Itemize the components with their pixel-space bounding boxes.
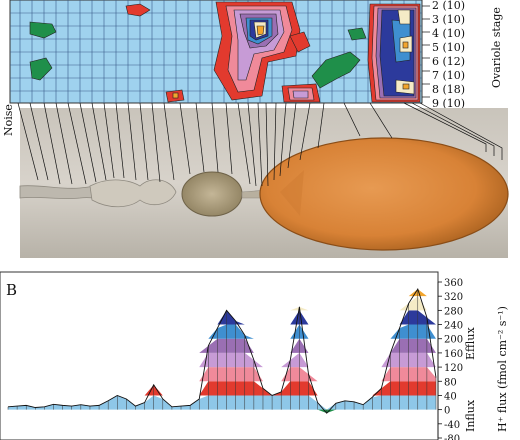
- y-tick-label: 280: [444, 306, 463, 317]
- panel-b: B -80 -40 0 40 80 120 160 200 240 280 320 360 Efflu…: [0, 271, 509, 440]
- y-tick-label: 40: [444, 391, 457, 402]
- flux-band-40: [8, 381, 436, 396]
- contour-green-top: [347, 27, 367, 41]
- y-tick-label: -80: [444, 434, 460, 440]
- noise-label: Noise: [2, 104, 15, 136]
- y-tick-label: 360: [444, 278, 463, 289]
- panel-b-label: B: [6, 281, 17, 299]
- flux-chart: [7, 288, 437, 414]
- flux-band-160: [8, 338, 436, 353]
- early-follicles: [89, 179, 177, 208]
- leader-lines: [17, 102, 503, 187]
- contour-green-left-lower: [29, 57, 53, 81]
- stage-label: 3 (10): [432, 13, 465, 26]
- flux-outline: [7, 288, 437, 414]
- contour-lilac-lower: [292, 90, 309, 99]
- influx-label: Influx: [464, 399, 477, 432]
- stage-label: 2 (10): [432, 0, 465, 12]
- stage-label: 4 (10): [432, 27, 465, 40]
- mature-egg: [259, 137, 509, 251]
- contour-red-right-top: [289, 31, 311, 53]
- y-tick-label: 320: [444, 292, 463, 303]
- heatmap-contours: [29, 1, 421, 103]
- stage-axis-label: Ovariole stage: [490, 7, 503, 88]
- stage-ticks: [422, 5, 430, 98]
- stage-label: 6 (12): [432, 55, 465, 68]
- stage-label: 7 (10): [432, 69, 465, 82]
- contour-orange-center: [256, 25, 265, 36]
- y-tick-label: 200: [444, 335, 463, 346]
- y-axis: -80 -40 0 40 80 120 160 200 240 280 320 360: [437, 278, 463, 440]
- stage-label: 8 (18): [432, 83, 465, 96]
- stage-labels: 2 (10) 3 (10) 4 (10) 5 (10) 6 (12) 7 (10…: [432, 0, 465, 110]
- flux-band-120: [8, 352, 436, 368]
- flux-band-0: [8, 395, 436, 410]
- y-tick-label: 120: [444, 363, 463, 374]
- y-tick-label: -40: [444, 420, 460, 431]
- stage-label: 9 (10): [432, 97, 465, 110]
- y-tick-label: 160: [444, 349, 463, 360]
- contour-green-left: [29, 21, 57, 39]
- stage-label: 5 (10): [432, 41, 465, 54]
- heatmap-grid: [10, 0, 422, 103]
- flux-band-240: [8, 310, 436, 325]
- flux-band-200: [8, 324, 436, 339]
- contour-green-center: [311, 51, 361, 89]
- y-tick-label: 80: [444, 377, 457, 388]
- heatmap: 2 (10) 3 (10) 4 (10) 5 (10) 6 (12) 7 (10…: [2, 0, 503, 136]
- ovariole-photo: [19, 108, 509, 258]
- y-tick-label: 0: [444, 406, 450, 417]
- y-tick-label: 240: [444, 321, 463, 332]
- contour-cream-right-1: [397, 9, 411, 25]
- stage-follicle-mid: [181, 171, 243, 217]
- y-axis-label: H⁺ flux (fmol cm⁻² s⁻¹): [496, 306, 509, 432]
- flux-band-80: [8, 367, 436, 382]
- contour-red-top-small: [125, 3, 151, 17]
- efflux-label: Efflux: [464, 327, 477, 360]
